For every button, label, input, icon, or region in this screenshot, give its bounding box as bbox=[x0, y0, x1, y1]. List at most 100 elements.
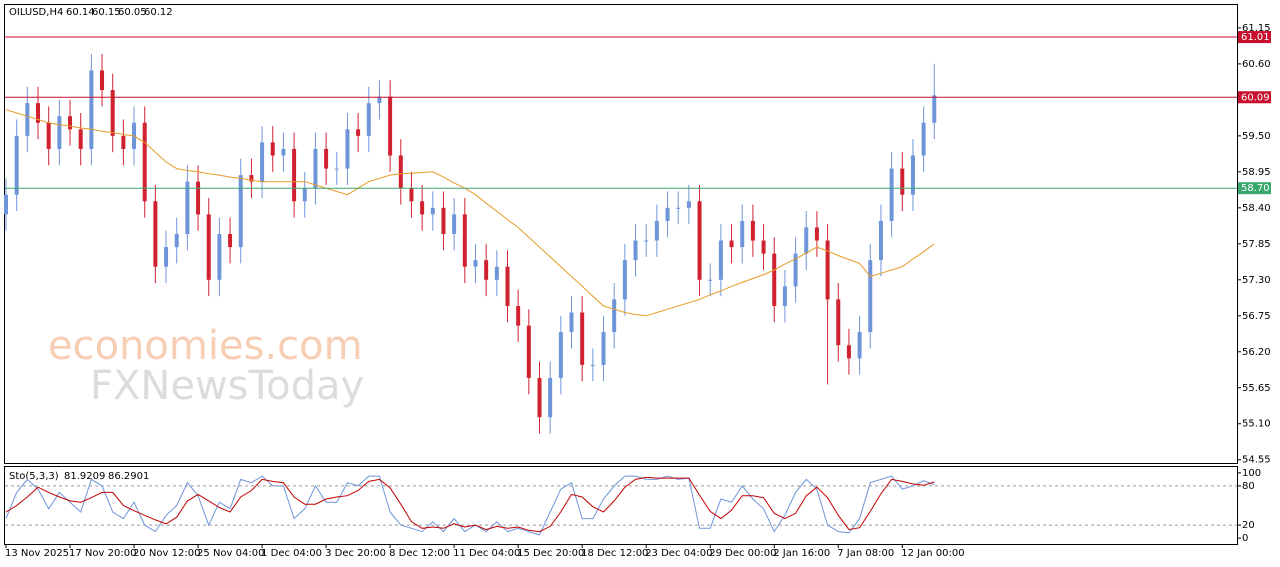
candle-body bbox=[612, 299, 617, 333]
candle-body bbox=[324, 148, 329, 169]
candle-body bbox=[558, 332, 563, 378]
candle-body bbox=[452, 214, 457, 234]
candle-body bbox=[494, 266, 499, 280]
candle-body bbox=[868, 260, 873, 333]
candle-body bbox=[484, 260, 489, 280]
indicator-title: Sto(5,3,3) bbox=[9, 471, 59, 482]
candle-body bbox=[164, 247, 169, 267]
header-value: 60.15 bbox=[92, 7, 121, 18]
price-level-tag bbox=[1238, 182, 1271, 195]
candle-body bbox=[366, 103, 371, 136]
candle-body bbox=[25, 103, 30, 136]
y-tick-label: 56.75 bbox=[1242, 311, 1271, 322]
x-tick-label: 3 Dec 20:00 bbox=[325, 548, 386, 559]
candle-body bbox=[900, 168, 905, 195]
price-level-label: 58.70 bbox=[1241, 183, 1270, 194]
candle-body bbox=[654, 220, 659, 241]
candle-body bbox=[142, 122, 147, 202]
y-tick-label: 55.65 bbox=[1242, 383, 1271, 394]
y-tick-label: 56.20 bbox=[1242, 347, 1271, 358]
candle-body bbox=[665, 207, 670, 221]
candle-body bbox=[729, 240, 734, 248]
header-value: 86.2901 bbox=[108, 471, 149, 482]
indicator-line bbox=[5, 475, 935, 536]
y-tick-label: 57.85 bbox=[1242, 239, 1271, 250]
candle-body bbox=[345, 129, 350, 169]
candle-body bbox=[718, 240, 723, 280]
y-tick-label: 59.50 bbox=[1242, 131, 1271, 142]
candle-body bbox=[644, 240, 649, 242]
x-tick-label: 25 Nov 04:00 bbox=[197, 548, 264, 559]
candle-body bbox=[441, 207, 446, 234]
candle-body bbox=[633, 240, 638, 261]
x-tick-label: 17 Nov 20:00 bbox=[69, 548, 136, 559]
y-tick-label: 55.10 bbox=[1242, 419, 1271, 430]
candle-body bbox=[100, 70, 105, 91]
header-value: 60.14 bbox=[66, 7, 95, 18]
candle-body bbox=[36, 103, 41, 123]
candle-body bbox=[420, 201, 425, 215]
chart-title: OILUSD,H4 bbox=[9, 7, 63, 18]
indicator-line bbox=[5, 476, 935, 533]
stoch-frame bbox=[4, 466, 1238, 545]
candle-body bbox=[910, 155, 915, 195]
y-tick-label: 0 bbox=[1242, 533, 1248, 544]
candle-body bbox=[601, 332, 606, 365]
candle-body bbox=[505, 266, 510, 306]
y-tick-label: 57.30 bbox=[1242, 275, 1271, 286]
header-value: 81.9209 bbox=[64, 471, 105, 482]
candle-body bbox=[260, 142, 265, 182]
y-tick-label: 100 bbox=[1242, 468, 1261, 479]
candle-body bbox=[516, 305, 521, 326]
candle-body bbox=[473, 260, 478, 267]
x-tick-label: 18 Dec 12:00 bbox=[581, 548, 648, 559]
candle-body bbox=[878, 220, 883, 261]
candle-body bbox=[825, 240, 830, 300]
y-tick-label: 61.15 bbox=[1242, 23, 1271, 34]
candle-body bbox=[121, 135, 126, 149]
main-frame bbox=[4, 4, 1238, 464]
candle-body bbox=[686, 201, 691, 208]
candle-body bbox=[46, 122, 51, 149]
candle-body bbox=[676, 207, 681, 209]
header-value: 60.12 bbox=[144, 7, 173, 18]
candle-body bbox=[430, 207, 435, 215]
x-tick-label: 15 Dec 20:00 bbox=[517, 548, 584, 559]
x-tick-label: 7 Jan 08:00 bbox=[837, 548, 894, 559]
y-tick-label: 54.55 bbox=[1242, 455, 1271, 466]
y-tick-label: 20 bbox=[1242, 520, 1255, 531]
moving-average bbox=[5, 109, 935, 317]
candle-body bbox=[846, 345, 851, 359]
candle-body bbox=[238, 175, 243, 248]
candle-body bbox=[398, 155, 403, 189]
candle-body bbox=[185, 181, 190, 234]
x-tick-label: 13 Nov 2025 bbox=[5, 548, 69, 559]
candle-body bbox=[772, 253, 777, 306]
candle-body bbox=[462, 214, 467, 267]
candle-body bbox=[921, 122, 926, 156]
watermark: FXNewsToday bbox=[90, 363, 364, 409]
candle-body bbox=[388, 96, 393, 156]
x-tick-label: 23 Dec 04:00 bbox=[645, 548, 712, 559]
candle-body bbox=[622, 260, 627, 300]
candle-body bbox=[4, 194, 8, 215]
price-level-label: 61.01 bbox=[1241, 32, 1270, 43]
x-tick-label: 8 Dec 12:00 bbox=[389, 548, 450, 559]
candle-body bbox=[804, 227, 809, 254]
candle-body bbox=[590, 364, 595, 366]
candle-body bbox=[740, 220, 745, 248]
candle-body bbox=[857, 332, 862, 359]
price-level-label: 60.09 bbox=[1241, 92, 1270, 103]
candle-body bbox=[228, 234, 233, 248]
candle-body bbox=[836, 299, 841, 346]
candle-body bbox=[89, 70, 94, 149]
candle-body bbox=[782, 286, 787, 306]
candle-body bbox=[78, 129, 83, 149]
price-level-tag bbox=[1238, 91, 1271, 104]
y-tick-label: 58.40 bbox=[1242, 203, 1271, 214]
candle-body bbox=[217, 234, 222, 280]
candle-body bbox=[932, 95, 937, 123]
